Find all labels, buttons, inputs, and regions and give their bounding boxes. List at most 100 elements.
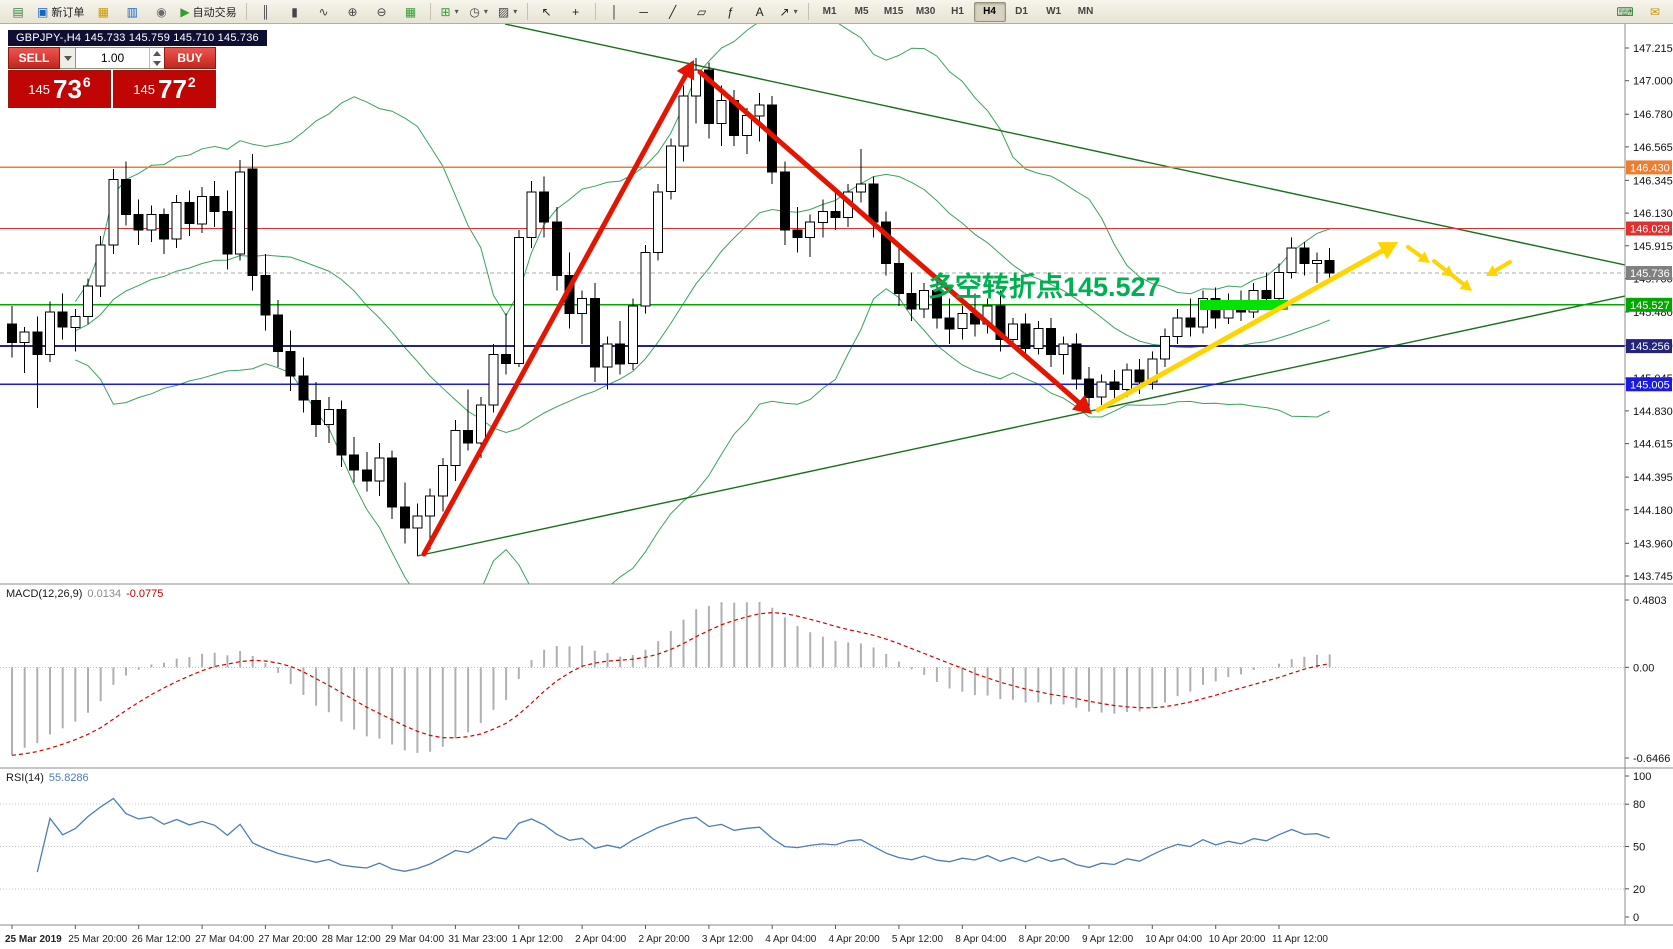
- stepper-down-button[interactable]: [150, 58, 164, 68]
- chart-symbol-info: GBPJPY-,H4 145.733 145.759 145.710 145.7…: [8, 30, 267, 46]
- profiles-icon[interactable]: ▦: [89, 1, 117, 23]
- volume-input[interactable]: [76, 48, 149, 68]
- timeframe-m15[interactable]: M15: [883, 6, 904, 17]
- new-chart-glyph: ▤: [12, 4, 24, 19]
- bar-chart-glyph: ║: [261, 4, 270, 19]
- new-chart-button[interactable]: ▤: [4, 1, 32, 23]
- toolbar-separator: [245, 3, 247, 20]
- sell-price-quote[interactable]: 145 73 6: [8, 70, 111, 108]
- symbol-ohlc-text: GBPJPY-,H4 145.733 145.759 145.710 145.7…: [16, 32, 259, 44]
- new-order-glyph: ▣: [37, 4, 49, 19]
- svg-text:146.029: 146.029: [1630, 224, 1670, 236]
- macd-main-value: 0.0134: [87, 588, 122, 600]
- timeframe-h4[interactable]: H4: [973, 1, 1006, 22]
- new-order-button-label: 新订单: [51, 6, 85, 19]
- svg-text:28 Mar 12:00: 28 Mar 12:00: [322, 934, 381, 945]
- dropdown-caret-icon: ▾: [483, 7, 488, 16]
- periods-icon[interactable]: ◷ ▾: [465, 1, 493, 23]
- zoom-in-icon[interactable]: ⊕: [339, 1, 367, 23]
- market-watch-icon[interactable]: ▥: [118, 1, 146, 23]
- panel-separators: [0, 24, 1673, 926]
- volume-stepper: [149, 48, 164, 68]
- price-axis: 147.215 147.000 146.780 146.565 146.345 146.1…: [1625, 43, 1673, 583]
- svg-text:31 Mar 23:00: 31 Mar 23:00: [448, 934, 507, 945]
- stepper-up-button[interactable]: [150, 48, 164, 58]
- timeframe-h1[interactable]: H1: [951, 6, 964, 17]
- trendline-icon[interactable]: ╱: [659, 1, 687, 23]
- svg-text:26 Mar 12:00: 26 Mar 12:00: [132, 934, 191, 945]
- chat-icon[interactable]: ✉: [1641, 1, 1669, 23]
- svg-text:100: 100: [1633, 771, 1651, 783]
- equidistant-channel-icon[interactable]: ▱: [688, 1, 716, 23]
- timeframe-m30[interactable]: M30: [915, 6, 936, 17]
- text-label-icon[interactable]: A: [746, 1, 774, 23]
- svg-text:143.745: 143.745: [1633, 571, 1673, 583]
- svg-text:146.780: 146.780: [1633, 109, 1673, 121]
- buy-price-prefix: 145: [133, 81, 155, 97]
- virtual-keyboard-glyph: ⌨: [1616, 4, 1634, 19]
- timeframe-w1[interactable]: W1: [1046, 6, 1062, 17]
- cursor-glyph: ↖: [541, 4, 552, 19]
- buy-button[interactable]: BUY: [164, 47, 216, 69]
- svg-text:1 Apr 12:00: 1 Apr 12:00: [512, 934, 564, 945]
- macd-panel: [0, 602, 1625, 756]
- indicators-glyph: ⊞: [440, 4, 451, 19]
- rsi-label: RSI(14) 55.8286: [6, 772, 94, 784]
- svg-text:10 Apr 20:00: 10 Apr 20:00: [1209, 934, 1266, 945]
- toolbar-separator: [526, 3, 528, 20]
- svg-text:27 Mar 04:00: 27 Mar 04:00: [195, 934, 254, 945]
- zoom-out-glyph: ⊖: [376, 4, 387, 19]
- virtual-keyboard-icon[interactable]: ⌨: [1611, 1, 1639, 23]
- svg-text:80: 80: [1633, 799, 1645, 811]
- zoom-out-icon[interactable]: ⊖: [368, 1, 396, 23]
- autotrading-button[interactable]: ▶ 自动交易: [176, 1, 240, 23]
- equidistant-channel-glyph: ▱: [696, 4, 707, 19]
- chat-glyph: ✉: [1649, 4, 1661, 19]
- volume-field: [76, 47, 164, 69]
- svg-text:8 Apr 04:00: 8 Apr 04:00: [955, 934, 1007, 945]
- indicators-icon[interactable]: ⊞ ▾: [436, 1, 464, 23]
- toolbar: ▤ ▣ 新订单 ▦ ▥ ◉ ▶ 自动交易 ║ ▮ ∿ ⊕ ⊖ ▦ ⊞ ▾ ◷ ▾ ▨ ▾ ↖ + │ ─ ╱ ▱ ƒ A ↗ ▾ M1 M5 M…: [0, 0, 1673, 24]
- svg-text:146.565: 146.565: [1633, 142, 1673, 154]
- quote-prices-row: 145 73 6 145 77 2: [8, 70, 216, 108]
- toolbar-separator: [807, 3, 809, 20]
- horizontal-line-icon[interactable]: ─: [630, 1, 658, 23]
- svg-text:144.180: 144.180: [1633, 505, 1673, 517]
- svg-text:-0.6466: -0.6466: [1633, 753, 1670, 765]
- fibonacci-icon[interactable]: ƒ: [717, 1, 745, 23]
- vertical-line-icon[interactable]: │: [601, 1, 629, 23]
- arrows-tool-icon[interactable]: ↗ ▾: [775, 1, 803, 23]
- candlestick-chart-icon[interactable]: ▮: [281, 1, 309, 23]
- sell-price-prefix: 145: [28, 81, 50, 97]
- svg-text:143.960: 143.960: [1633, 538, 1673, 550]
- tile-windows-icon[interactable]: ▦: [397, 1, 425, 23]
- svg-text:147.000: 147.000: [1633, 76, 1673, 88]
- cursor-icon[interactable]: ↖: [533, 1, 561, 23]
- timeframe-m1[interactable]: M1: [822, 6, 837, 17]
- chevron-down-icon: [63, 55, 72, 61]
- svg-text:50: 50: [1633, 842, 1645, 854]
- profiles-glyph: ▦: [97, 4, 110, 19]
- periods-glyph: ◷: [469, 4, 480, 19]
- buy-price-quote[interactable]: 145 77 2: [113, 70, 216, 108]
- order-controls-row: SELL BUY: [8, 47, 216, 69]
- navigator-icon[interactable]: ◉: [147, 1, 175, 23]
- bar-chart-icon[interactable]: ║: [252, 1, 280, 23]
- time-axis: 25 Mar 2019 25 Mar 20:00 26 Mar 12:00 27 Ma…: [5, 925, 1328, 945]
- dropdown-caret-icon: ▾: [513, 7, 518, 16]
- buy-price-pips: 77: [157, 74, 187, 104]
- rsi-name: RSI(14): [6, 772, 44, 784]
- sell-button[interactable]: SELL: [8, 47, 60, 69]
- volume-preset-dropdown[interactable]: [60, 47, 76, 69]
- crosshair-icon[interactable]: +: [562, 1, 590, 23]
- timeframe-d1[interactable]: D1: [1015, 6, 1028, 17]
- timeframe-mn[interactable]: MN: [1077, 6, 1094, 17]
- timeframe-m5[interactable]: M5: [854, 6, 869, 17]
- templates-icon[interactable]: ▨ ▾: [494, 1, 522, 23]
- line-chart-icon[interactable]: ∿: [310, 1, 338, 23]
- new-order-button[interactable]: ▣ 新订单: [33, 1, 88, 23]
- toolbar-right-group: ⌨ ✉: [1611, 1, 1669, 23]
- macd-name: MACD(12,26,9): [6, 588, 83, 600]
- turning-point-annotation: 多空转折点145.527: [928, 271, 1161, 302]
